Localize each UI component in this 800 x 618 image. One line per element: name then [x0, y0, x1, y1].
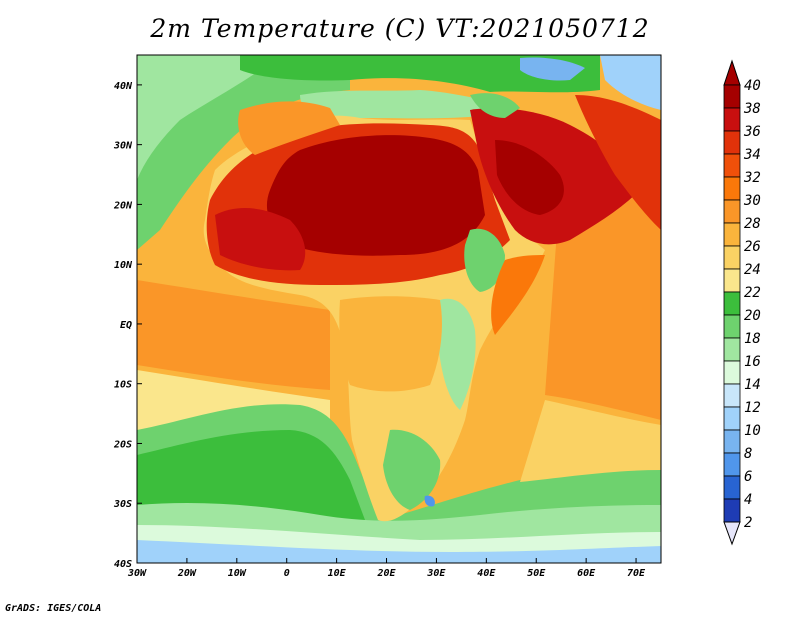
- colorbar-label: 12: [744, 400, 761, 416]
- lon-tick-label: 50E: [527, 568, 546, 579]
- colorbar-swatch: [723, 176, 741, 201]
- colorbar-swatch: [723, 429, 741, 454]
- colorbar-swatch: [723, 84, 741, 109]
- lon-tick-label: 0: [284, 568, 290, 579]
- north-atlantic-light: [137, 55, 280, 180]
- map-frame: [136, 54, 662, 564]
- colorbar-label: 18: [744, 331, 761, 347]
- colorbar-label: 38: [743, 101, 761, 117]
- colorbar-label: 28: [744, 216, 761, 232]
- temperature-field: [137, 55, 661, 563]
- colorbar-label: 22: [744, 285, 761, 301]
- lon-tick-label: 70E: [627, 568, 646, 579]
- madagascar: [510, 398, 538, 470]
- colorbar-swatch: [723, 107, 741, 132]
- lon-tick-label: 60E: [577, 568, 596, 579]
- lon-tick-label: 10W: [228, 568, 247, 579]
- colorbar-label: 34: [743, 147, 761, 163]
- indian-ocean-warm: [545, 190, 661, 420]
- lat-tick-label: 40S: [114, 559, 132, 570]
- colorbar-label: 16: [744, 354, 761, 370]
- colorbar-label: 24: [744, 262, 761, 278]
- colorbar-label: 36: [743, 124, 761, 140]
- colorbar-swatch: [723, 337, 741, 362]
- lon-tick-label: 20E: [376, 568, 396, 579]
- lon-tick-label: 30E: [426, 568, 446, 579]
- iran-hot: [575, 95, 661, 230]
- west-sahel-hot: [215, 208, 306, 271]
- colorbar-swatch: [723, 153, 741, 178]
- south-ocean-blue: [137, 540, 661, 563]
- colorbar-label: 32: [743, 170, 761, 186]
- lat-tick-label: 10N: [114, 260, 133, 271]
- colorbar-swatch: [723, 222, 741, 247]
- lat-tick-label: 10S: [114, 380, 132, 391]
- colorbar-label: 20: [744, 308, 761, 324]
- colorbar-swatch: [723, 360, 741, 385]
- tick-layer: 30W 20W 10W 0 10E 20E 30E 40E 50E 60E 70E 40N 30N 20N…: [113, 81, 646, 579]
- highveld-lake: [424, 495, 435, 507]
- colorbar-swatch: [723, 452, 741, 477]
- lat-tick-label: 20S: [113, 439, 132, 450]
- lat-tick-label: EQ: [120, 320, 132, 331]
- sahara-hottest: [266, 135, 485, 256]
- colorbar-swatch: [723, 199, 741, 224]
- colorbar-label: 40: [744, 78, 761, 94]
- colorbar-swatch: [723, 406, 741, 431]
- lat-tick-label: 30S: [113, 499, 132, 510]
- south-ocean-dark-green: [137, 430, 365, 520]
- colorbar-swatch: [723, 291, 741, 316]
- colorbar-swatch: [723, 268, 741, 293]
- colorbar-swatch: [723, 245, 741, 270]
- map-title: 2m Temperature (C) VT:2021050712: [150, 14, 650, 43]
- colorbar: 40 38 36 34 32 30 28 26 24 22 20 18 16 14 12 10 8 6 4 2: [723, 59, 761, 546]
- lon-tick-label: 10E: [328, 568, 347, 579]
- levant-green: [470, 93, 520, 118]
- colorbar-label: 26: [744, 239, 761, 255]
- horn-africa-warm: [491, 255, 545, 335]
- colorbar-under-triangle: [723, 521, 741, 546]
- lat-tick-label: 20N: [113, 200, 133, 211]
- maghreb-warm: [238, 101, 340, 155]
- europe-land: [240, 55, 600, 93]
- colorbar-label: 4: [744, 492, 752, 508]
- colorbar-swatch: [723, 130, 741, 155]
- colorbar-over-triangle: [723, 59, 741, 86]
- atlantic-tropical: [137, 280, 330, 390]
- colorbar-label: 8: [744, 446, 752, 462]
- colorbar-label: 6: [744, 469, 752, 485]
- lat-tick-label: 40N: [114, 81, 133, 92]
- colorbar-label: 30: [743, 193, 761, 209]
- caspian-blue: [600, 55, 661, 110]
- mediterranean: [300, 90, 490, 119]
- lon-tick-label: 20W: [177, 568, 197, 579]
- east-africa-cool: [438, 298, 476, 410]
- ethiopia-highlands: [464, 228, 505, 292]
- southern-africa-cool: [383, 429, 441, 510]
- lon-tick-label: 30W: [127, 568, 147, 579]
- congo-basin: [339, 296, 442, 392]
- colorbar-label: 2: [744, 515, 752, 531]
- colorbar-swatch: [723, 475, 741, 500]
- colorbar-swatch: [723, 314, 741, 339]
- black-sea-blue: [520, 57, 585, 81]
- colorbar-swatch: [723, 383, 741, 408]
- colorbar-swatch: [723, 498, 741, 523]
- south-indian-yellow: [520, 400, 661, 482]
- arabia-hottest: [495, 140, 564, 215]
- colorbar-label: 14: [744, 377, 761, 393]
- colorbar-label: 10: [744, 423, 761, 439]
- lon-tick-label: 40E: [477, 568, 496, 579]
- lat-tick-label: 30N: [113, 141, 133, 152]
- credit-text: GrADS: IGES/COLA: [5, 603, 102, 614]
